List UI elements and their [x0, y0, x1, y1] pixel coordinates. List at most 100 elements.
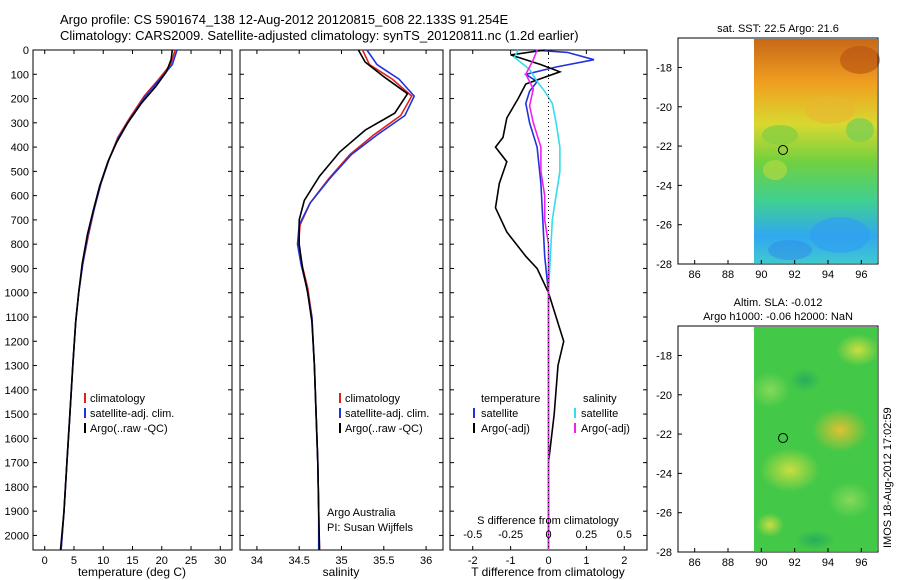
depth-tick-label: 1100 — [5, 312, 29, 324]
map-title: Argo h1000: -0.06 h2000: NaN — [703, 311, 853, 323]
map-y-tick-label: -24 — [656, 180, 672, 192]
sla-map-axes: 86 88 90 92 94 96 -18 -20 -22 -24 -26 -28 Altim. SLA… — [656, 297, 867, 569]
x-axis-label: salinity — [323, 565, 360, 579]
x-tick-label: 15 — [126, 555, 138, 567]
depth-axis: 0 100 200 300 400 500 600 700 800 900 1000 1100 1200… — [5, 45, 29, 542]
series-line — [296, 49, 416, 550]
map-y-tick-label: -22 — [656, 429, 672, 441]
map-y-tick-label: -20 — [656, 102, 672, 114]
map-x-tick-label: 96 — [855, 557, 867, 569]
argo-location-marker — [778, 433, 788, 444]
legend-label: Argo(..raw -QC) — [345, 423, 423, 435]
sst-map — [677, 37, 880, 265]
salinity-chart: 34 34.5 35 35.5 36 salinity climatology satelli… — [240, 49, 443, 579]
depth-tick-label: 1800 — [5, 482, 29, 494]
map-x-tick-label: 90 — [755, 269, 767, 281]
title-line-2: Climatology: CARS2009. Satellite-adjuste… — [60, 28, 579, 43]
map-y-tick-label: -20 — [656, 390, 672, 402]
series-line — [523, 49, 595, 550]
map-x-tick-label: 96 — [855, 269, 867, 281]
x-tick-label: -1 — [506, 555, 516, 567]
depth-tick-label: 0 — [23, 45, 29, 57]
legend-label: climatology — [90, 393, 146, 405]
map-x-tick-label: 92 — [789, 269, 801, 281]
depth-tick-label: 500 — [11, 166, 29, 178]
map-y-tick-label: -18 — [656, 62, 672, 74]
map-x-tick-label: 90 — [755, 557, 767, 569]
series-line — [298, 49, 409, 551]
x-axis-label: temperature (deg C) — [78, 565, 186, 579]
legend-label: Argo(..raw -QC) — [90, 423, 168, 435]
legend-title: temperature — [481, 393, 540, 405]
depth-tick-label: 1000 — [5, 288, 29, 300]
sst-map-axes: 86 88 90 92 94 96 -18 -20 -22 -24 -26 -28 sat. SST: … — [656, 23, 867, 281]
x-axis-label: T difference from climatology — [471, 565, 625, 579]
series-line — [494, 49, 565, 550]
map-title: sat. SST: 22.5 Argo: 21.6 — [717, 23, 839, 35]
credit-line: Argo Australia — [327, 507, 396, 519]
map-x-tick-label: 92 — [789, 557, 801, 569]
legend-label: satellite — [481, 408, 518, 420]
series-line — [524, 49, 550, 550]
x-tick-label: 10 — [97, 555, 109, 567]
depth-tick-label: 2000 — [5, 530, 29, 542]
depth-tick-label: 1600 — [5, 433, 29, 445]
map-y-tick-label: -24 — [656, 468, 672, 480]
x-tick-label: 35.5 — [373, 555, 394, 567]
x-tick-label: 0 — [545, 555, 551, 567]
map-y-tick-label: -18 — [656, 350, 672, 362]
map-x-tick-label: 88 — [722, 557, 734, 569]
depth-tick-label: 300 — [11, 118, 29, 130]
depth-tick-label: 600 — [11, 191, 29, 203]
map-x-tick-label: 86 — [689, 557, 701, 569]
x-tick-label: 20 — [156, 555, 168, 567]
map-y-tick-label: -22 — [656, 141, 672, 153]
x-tick-label: 34 — [251, 555, 263, 567]
map-y-tick-label: -28 — [656, 547, 672, 559]
depth-tick-label: 900 — [11, 263, 29, 275]
series-line — [59, 49, 174, 551]
top-tick-label: 0.5 — [617, 529, 632, 541]
series-line — [513, 49, 561, 550]
map-y-tick-label: -26 — [656, 220, 672, 232]
depth-tick-label: 1400 — [5, 385, 29, 397]
temperature-panel — [32, 49, 233, 551]
legend-label: climatology — [345, 393, 401, 405]
salinity-panel — [239, 49, 444, 551]
depth-tick-label: 1900 — [5, 506, 29, 518]
map-y-tick-label: -26 — [656, 508, 672, 520]
depth-tick-label: 700 — [11, 215, 29, 227]
top-tick-label: -0.25 — [498, 529, 523, 541]
depth-tick-label: 1700 — [5, 458, 29, 470]
map-title: Altim. SLA: -0.012 — [734, 297, 823, 309]
x-tick-label: 5 — [71, 555, 77, 567]
x-tick-label: 35 — [335, 555, 347, 567]
depth-tick-label: 1500 — [5, 409, 29, 421]
depth-tick-label: 100 — [11, 69, 29, 81]
x-axis-label-top: S difference from climatology — [477, 515, 619, 527]
depth-tick-label: 400 — [11, 142, 29, 154]
map-x-tick-label: 86 — [689, 269, 701, 281]
x-tick-label: -2 — [468, 555, 478, 567]
depth-tick-label: 1200 — [5, 336, 29, 348]
x-tick-label: 25 — [185, 555, 197, 567]
legend-label: Argo(-adj) — [581, 423, 630, 435]
title-line-1: Argo profile: CS 5901674_138 12-Aug-2012… — [60, 12, 509, 27]
x-tick-label: 0 — [42, 555, 48, 567]
map-x-tick-label: 94 — [822, 269, 834, 281]
depth-tick-label: 200 — [11, 94, 29, 106]
depth-tick-label: 800 — [11, 239, 29, 251]
legend-label: satellite — [581, 408, 618, 420]
x-tick-label: 34.5 — [288, 555, 309, 567]
map-y-tick-label: -28 — [656, 259, 672, 271]
sla-map — [677, 325, 880, 553]
x-tick-label: 36 — [420, 555, 432, 567]
x-tick-label: 30 — [214, 555, 226, 567]
top-tick-label: 0 — [545, 529, 551, 541]
x-tick-label: 1 — [583, 555, 589, 567]
credit-line: PI: Susan Wijffels — [327, 522, 413, 534]
temperature-chart: 0 5 10 15 20 25 30 temperature (deg C) climatolo… — [33, 49, 232, 579]
argo-location-marker — [778, 145, 788, 156]
depth-tick-label: 1300 — [5, 361, 29, 373]
